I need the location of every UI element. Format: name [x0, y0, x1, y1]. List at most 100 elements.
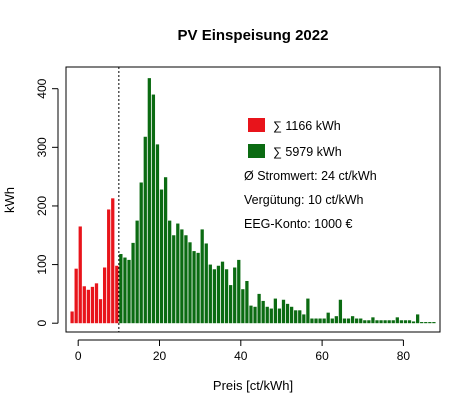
bar: [350, 316, 355, 324]
legend-swatch-below: [248, 118, 265, 132]
bar: [184, 235, 188, 324]
x-tick-label: 0: [75, 349, 82, 363]
bar: [163, 177, 168, 324]
bar: [102, 267, 107, 324]
y-tick-label: 300: [35, 137, 49, 157]
annotation-stromwert: Ø Stromwert: 24 ct/kWh: [244, 169, 377, 183]
bar: [432, 322, 436, 324]
bar: [119, 254, 123, 324]
bar: [78, 226, 82, 324]
bar: [176, 223, 180, 324]
bar: [143, 136, 147, 324]
bar: [346, 318, 351, 324]
bar: [403, 320, 408, 324]
y-tick-label: 400: [35, 78, 49, 98]
bar: [261, 300, 265, 324]
bar: [168, 220, 172, 324]
bar: [424, 322, 428, 324]
bar: [273, 298, 277, 324]
bar: [330, 318, 334, 324]
bar: [200, 229, 204, 324]
bar: [322, 318, 326, 324]
bar: [151, 94, 156, 324]
y-axis-label: kWh: [2, 187, 17, 213]
bar: [355, 318, 359, 324]
bar: [387, 320, 391, 324]
bar: [216, 265, 221, 324]
bar: [383, 320, 387, 324]
bar: [147, 78, 151, 324]
legend-sum-above: ∑ 5979 kWh: [273, 145, 342, 159]
x-tick-label: 60: [315, 349, 329, 363]
bars-group: [70, 78, 436, 324]
bar: [314, 318, 318, 324]
y-tick-label: 0: [35, 320, 49, 327]
bar: [416, 314, 420, 324]
bar: [294, 310, 298, 324]
bar: [289, 306, 294, 324]
plot-frame: [65, 66, 441, 333]
x-tick-label: 20: [153, 349, 167, 363]
bar: [224, 269, 229, 324]
bar: [428, 322, 432, 324]
bar: [135, 220, 139, 324]
bar: [131, 242, 135, 324]
y-tick-label: 200: [35, 196, 49, 216]
bar: [342, 318, 347, 324]
bar: [98, 299, 103, 324]
bar: [82, 286, 86, 324]
bar: [172, 235, 176, 324]
bar: [70, 311, 74, 324]
bar: [123, 257, 127, 324]
bar: [196, 252, 200, 324]
bar: [407, 320, 412, 324]
bar: [367, 320, 371, 324]
bar: [265, 306, 269, 324]
bar: [306, 298, 310, 324]
bar: [363, 320, 367, 324]
bar: [159, 189, 164, 324]
annotation-eeg-konto: EEG-Konto: 1000 €: [244, 217, 352, 231]
bar: [237, 259, 241, 324]
bar: [334, 316, 338, 324]
bar: [233, 267, 237, 324]
bar: [338, 299, 343, 324]
bar: [86, 289, 90, 324]
bar: [94, 283, 99, 324]
bar: [302, 314, 306, 324]
bar: [90, 286, 95, 324]
bar: [310, 318, 314, 324]
y-tick-label: 100: [35, 254, 49, 274]
bar: [249, 305, 253, 324]
bar: [229, 285, 233, 324]
bar: [269, 308, 273, 324]
bar: [180, 229, 184, 324]
bar: [285, 303, 290, 324]
bar: [420, 322, 424, 324]
x-tick-label: 40: [234, 349, 248, 363]
bar: [220, 261, 225, 324]
bar: [139, 182, 143, 324]
bar: [411, 321, 416, 324]
bar: [111, 198, 115, 324]
bar: [281, 299, 286, 324]
bar: [371, 317, 375, 324]
bar: [395, 317, 399, 324]
bar: [212, 269, 217, 324]
bar: [155, 144, 160, 324]
bar: [208, 264, 212, 324]
legend-swatch-above: [248, 144, 265, 158]
bar: [375, 320, 379, 324]
bar: [253, 306, 257, 324]
bar: [188, 242, 192, 324]
bar: [245, 280, 249, 324]
x-axis: 0 20 40 60 80: [75, 339, 410, 363]
bar: [257, 293, 261, 324]
bar: [192, 251, 196, 324]
bar: [241, 289, 245, 324]
bar: [326, 312, 330, 324]
x-axis-label: Preis [ct/kWh]: [213, 378, 293, 393]
chart-title: PV Einspeisung 2022: [178, 27, 329, 44]
annotation-verguetung: Vergütung: 10 ct/kWh: [244, 193, 364, 207]
